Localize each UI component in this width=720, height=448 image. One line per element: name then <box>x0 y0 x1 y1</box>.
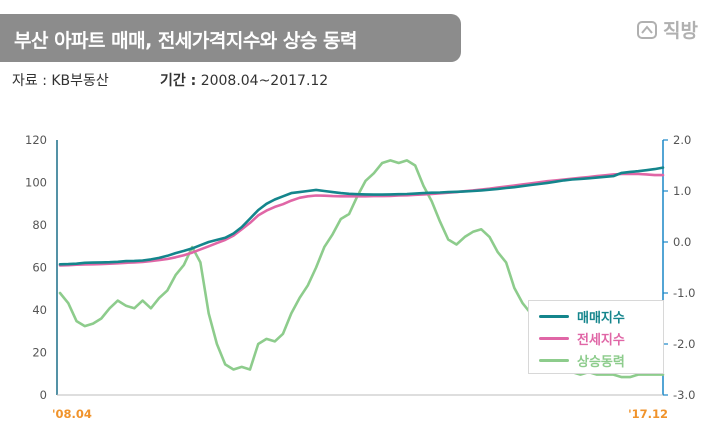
series-line-sale <box>58 166 665 266</box>
period-text: 기간 : 2008.04~2017.12 <box>160 70 328 90</box>
right-tick-label: -2.0 <box>673 337 695 351</box>
brand-name: 직방 <box>663 20 698 42</box>
left-tick-label: 80 <box>32 218 47 232</box>
legend-swatch-momentum <box>539 359 569 362</box>
brand-logo: 직방 <box>636 16 698 43</box>
left-tick-label: 100 <box>25 176 47 190</box>
chart-title: 부산 아파트 매매, 전세가격지수와 상승 동력 <box>14 30 357 52</box>
legend-swatch-jeonse <box>539 337 569 340</box>
left-tick-label: 20 <box>32 346 47 360</box>
period-label: 기간 : <box>160 73 197 89</box>
legend-item-jeonse: 전세지수 <box>539 329 625 348</box>
chart-legend: 매매지수 전세지수 상승동력 <box>528 300 664 374</box>
legend-item-momentum: 상승동력 <box>539 351 625 370</box>
left-tick-label: 60 <box>32 261 47 275</box>
period-value: 2008.04~2017.12 <box>200 73 329 89</box>
house-icon <box>637 20 658 39</box>
legend-label-jeonse: 전세지수 <box>577 333 625 348</box>
x-tick-label-end: '17.12 <box>628 407 668 421</box>
legend-swatch-sale <box>539 315 569 318</box>
left-tick-label: 40 <box>32 303 47 317</box>
right-tick-label: 2.0 <box>673 133 691 147</box>
source-label: 자료 : KB부동산 <box>12 73 109 89</box>
right-tick-label: 1.0 <box>673 184 691 198</box>
left-tick-label: 120 <box>25 133 47 147</box>
legend-label-sale: 매매지수 <box>577 311 625 326</box>
legend-item-sale: 매매지수 <box>539 307 625 326</box>
left-tick-label: 0 <box>40 388 47 402</box>
right-tick-label: -1.0 <box>673 286 695 300</box>
right-tick-label: 0.0 <box>673 235 691 249</box>
title-banner: 부산 아파트 매매, 전세가격지수와 상승 동력 <box>0 14 461 62</box>
x-tick-label-start: '08.04 <box>52 407 92 421</box>
legend-label-momentum: 상승동력 <box>577 355 625 370</box>
right-tick-label: -3.0 <box>673 388 695 402</box>
